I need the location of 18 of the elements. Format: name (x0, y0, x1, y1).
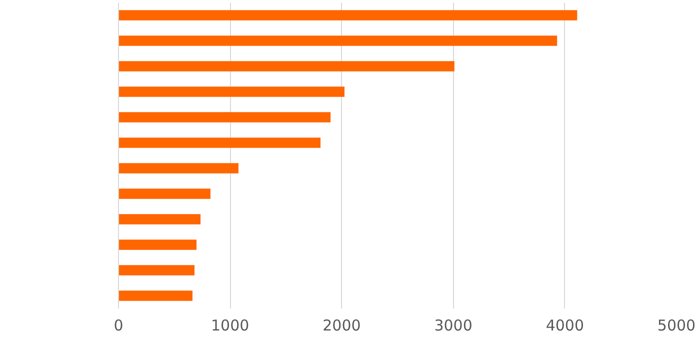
bar (118, 86, 344, 97)
bar (118, 188, 210, 199)
x-tick-label: 5000 (657, 316, 696, 334)
x-tick-label: 0 (114, 316, 124, 334)
bar (118, 112, 331, 122)
bar (118, 10, 578, 20)
bar (118, 61, 454, 72)
x-tick-label: 2000 (322, 316, 361, 334)
bar (118, 138, 320, 148)
bar (118, 163, 238, 174)
bar (118, 265, 194, 276)
x-tick-label: 1000 (211, 316, 250, 334)
bar (118, 290, 192, 301)
bar (118, 36, 558, 46)
bar (118, 240, 197, 250)
x-tick-label: 3000 (434, 316, 472, 334)
x-tick-label: 4000 (546, 316, 584, 334)
bar (118, 214, 201, 224)
